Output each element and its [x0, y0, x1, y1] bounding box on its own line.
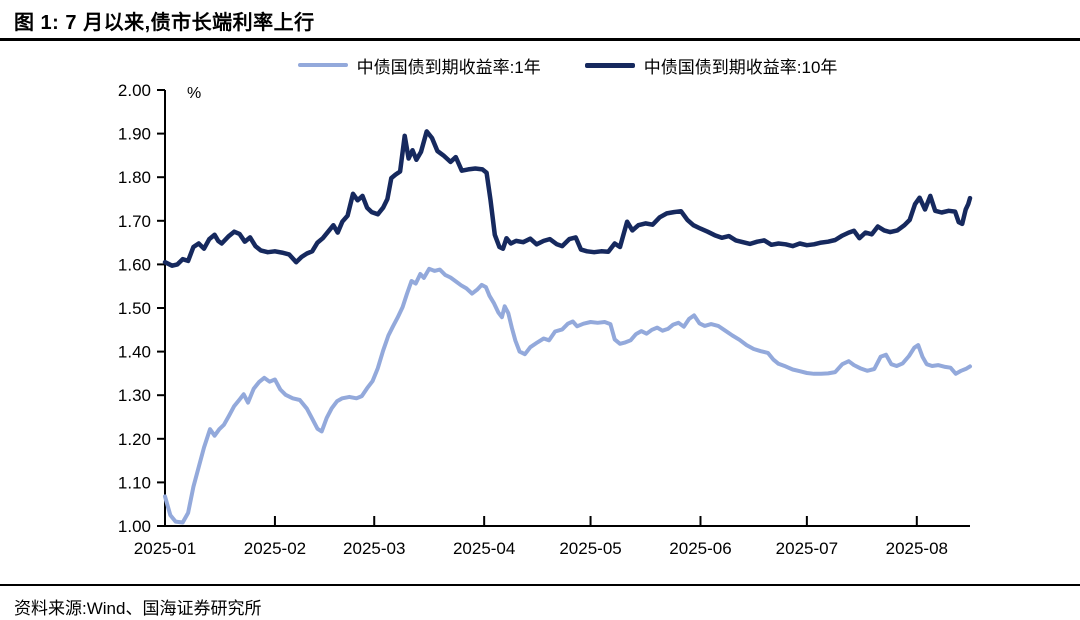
y-tick-label: 1.10 — [118, 473, 151, 492]
figure-title: 图 1: 7 月以来,债市长端利率上行 — [14, 12, 315, 34]
series-line-1y — [163, 266, 972, 525]
legend-label-10y: 中债国债到期收益率:10年 — [643, 57, 838, 77]
x-tick-label: 2025-08 — [886, 539, 948, 558]
x-tick-label: 2025-04 — [453, 539, 515, 558]
y-tick-label: 1.80 — [118, 168, 151, 187]
y-tick-label: 1.00 — [118, 517, 151, 536]
x-tick-label: 2025-07 — [776, 539, 838, 558]
series-line-10y — [162, 129, 973, 268]
legend-line-10y-icon — [584, 62, 635, 68]
legend-line-1y-icon — [297, 63, 348, 67]
x-tick-label: 2025-05 — [559, 539, 621, 558]
y-tick-label: 2.00 — [118, 81, 151, 100]
chart-svg: 1.00 1.10 1.20 1.30 1.40 1.50 1.60 1.70 1.80 1.90… — [118, 81, 973, 558]
x-tick-label: 2025-02 — [244, 539, 306, 558]
y-tick-label: 1.60 — [118, 255, 151, 274]
y-tick-label: 1.30 — [118, 386, 151, 405]
legend-item-1y: 中债国债到期收益率:1年 — [297, 53, 541, 78]
y-tick-label: 1.40 — [118, 343, 151, 362]
source-rule — [0, 584, 1080, 586]
y-tick-label: 1.20 — [118, 430, 151, 449]
x-tick-label: 2025-06 — [669, 539, 731, 558]
chart-legend: 中债国债到期收益率:1年 中债国债到期收益率:10年 — [165, 52, 970, 78]
x-tick-label: 2025-03 — [343, 539, 405, 558]
y-tick-label: 1.50 — [118, 299, 151, 318]
y-tick-label: 1.90 — [118, 125, 151, 144]
x-tick-label: 2025-01 — [134, 539, 196, 558]
legend-label-1y: 中债国债到期收益率:1年 — [356, 57, 541, 77]
y-tick-label: 1.70 — [118, 212, 151, 231]
y-unit-label: % — [187, 85, 201, 102]
legend-item-10y: 中债国债到期收益率:10年 — [584, 53, 838, 78]
title-rule — [0, 38, 1080, 41]
source-text: 资料来源:Wind、国海证券研究所 — [14, 599, 262, 618]
